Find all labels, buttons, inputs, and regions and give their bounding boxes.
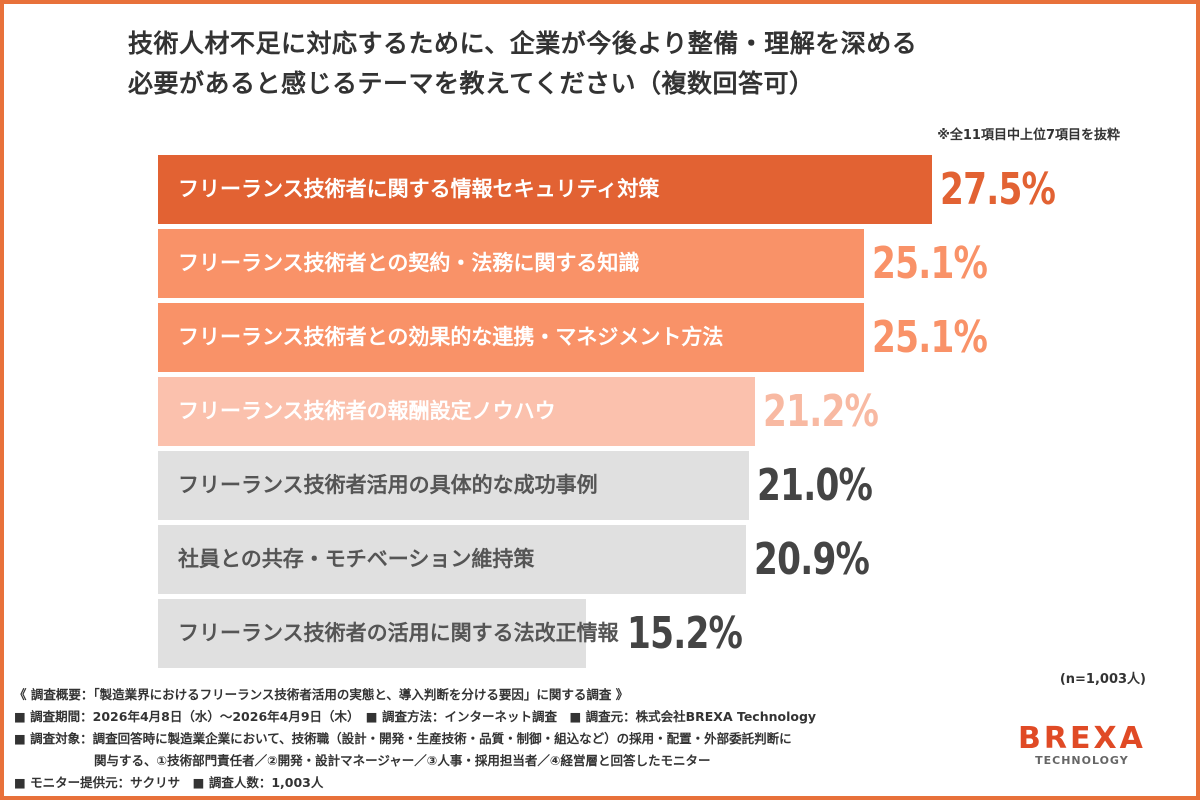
- bar-label: フリーランス技術者活用の具体的な成功事例: [178, 473, 598, 497]
- bar-label: フリーランス技術者の活用に関する法改正情報: [178, 621, 619, 645]
- bar: [158, 525, 747, 594]
- survey-target: ■ 調査対象：調査回答時に製造業企業において、技術職（設計・開発・生産技術・品質…: [14, 731, 792, 746]
- survey-period: ■ 調査期間：2026年4月8日（水）〜2026年4月9日（木） ■ 調査方法：…: [14, 709, 817, 724]
- sample-size: (n=1,003人): [1059, 672, 1146, 687]
- value-label: 25.1%: [872, 312, 988, 363]
- chart-title: 技術人材不足に対応するために、企業が今後より整備・理解を深める 必要があると感じ…: [128, 24, 917, 104]
- bar: [158, 599, 586, 668]
- bar: [158, 451, 750, 520]
- survey-footer: 《 調査概要：「製造業界におけるフリーランス技術者活用の実態と、導入判断を分ける…: [14, 684, 816, 794]
- bar-label: フリーランス技術者との契約・法務に関する知識: [178, 251, 640, 275]
- title-line-2: 必要があると感じるテーマを教えてください（複数回答可）: [128, 69, 815, 98]
- value-label: 20.9%: [754, 534, 870, 585]
- survey-provider: ■ モニター提供元：サクリサ ■ 調査人数：1,003人: [14, 775, 324, 790]
- survey-name: 《 調査概要：「製造業界におけるフリーランス技術者活用の実態と、導入判断を分ける…: [14, 687, 629, 702]
- bar: [158, 377, 755, 446]
- logo-subtext: TECHNOLOGY: [1035, 754, 1129, 767]
- logo-text: BREXA: [1018, 721, 1146, 756]
- title-line-1: 技術人材不足に対応するために、企業が今後より整備・理解を深める: [128, 29, 918, 58]
- value-label: 15.2%: [627, 608, 743, 659]
- bar: [158, 155, 932, 224]
- bar-label: 社員との共存・モチベーション維持策: [178, 547, 535, 571]
- bar-label: フリーランス技術者に関する情報セキュリティ対策: [178, 177, 660, 201]
- bar: [158, 229, 865, 298]
- value-label: 21.0%: [757, 460, 873, 511]
- value-label: 27.5%: [940, 164, 1056, 215]
- brexa-logo: BREXA TECHNOLOGY: [1018, 721, 1146, 768]
- bar-label: フリーランス技術者との効果的な連携・マネジメント方法: [178, 325, 724, 349]
- bar: [158, 303, 865, 372]
- bar-chart: フリーランス技術者に関する情報セキュリティ対策 27.5% フリーランス技術者との契…: [158, 155, 1158, 675]
- survey-target-cont: 関与する、①技術部門責任者／②開発・設計マネージャー／③人事・採用担当者／④経営…: [94, 753, 711, 768]
- value-label: 21.2%: [763, 386, 879, 437]
- bar-label: フリーランス技術者の報酬設定ノウハウ: [178, 399, 556, 423]
- value-label: 25.1%: [872, 238, 988, 289]
- excerpt-note: ※全11項目中上位7項目を抜粋: [937, 128, 1120, 143]
